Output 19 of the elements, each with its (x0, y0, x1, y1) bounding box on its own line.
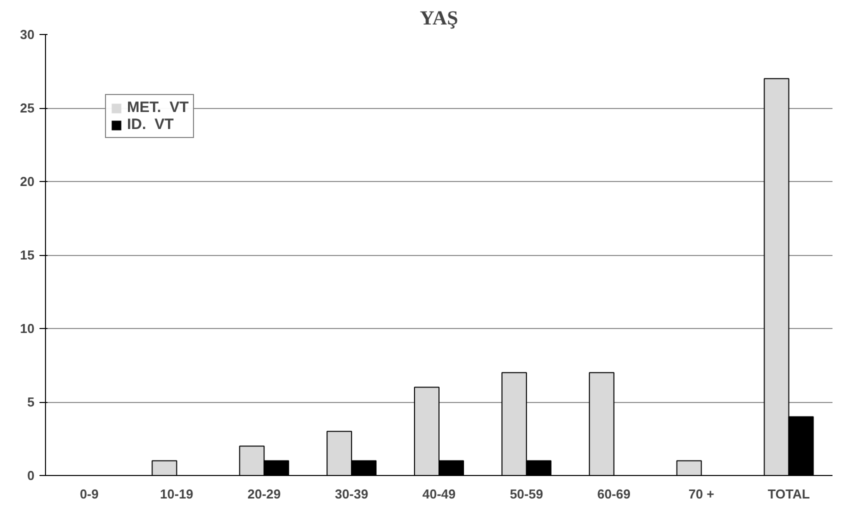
x-tick-label: 50-59 (510, 486, 544, 502)
x-tick-label: 0-9 (80, 486, 99, 502)
x-tick-label: 40-49 (422, 486, 456, 502)
y-tick-label: 25 (20, 100, 35, 116)
y-tick-label: 15 (20, 248, 35, 262)
y-tick-label: 30 (20, 27, 35, 42)
x-tick-label: 10-19 (160, 486, 194, 502)
y-tick-label: 20 (20, 174, 35, 189)
y-tick-label: 0 (27, 468, 35, 483)
legend-label: ID. VT (127, 116, 174, 133)
x-tick-label: TOTAL (768, 486, 810, 502)
x-tick-label: 20-29 (247, 486, 281, 502)
x-tick-label: 60-69 (597, 486, 631, 502)
y-tick-label: 10 (20, 321, 35, 336)
x-tick-label: 30-39 (334, 486, 368, 502)
chart-title: YAŞ (420, 8, 458, 30)
y-tick-label: 5 (27, 394, 35, 410)
legend-label: MET. VT (127, 99, 189, 116)
x-tick-label: 70 + (688, 486, 715, 502)
